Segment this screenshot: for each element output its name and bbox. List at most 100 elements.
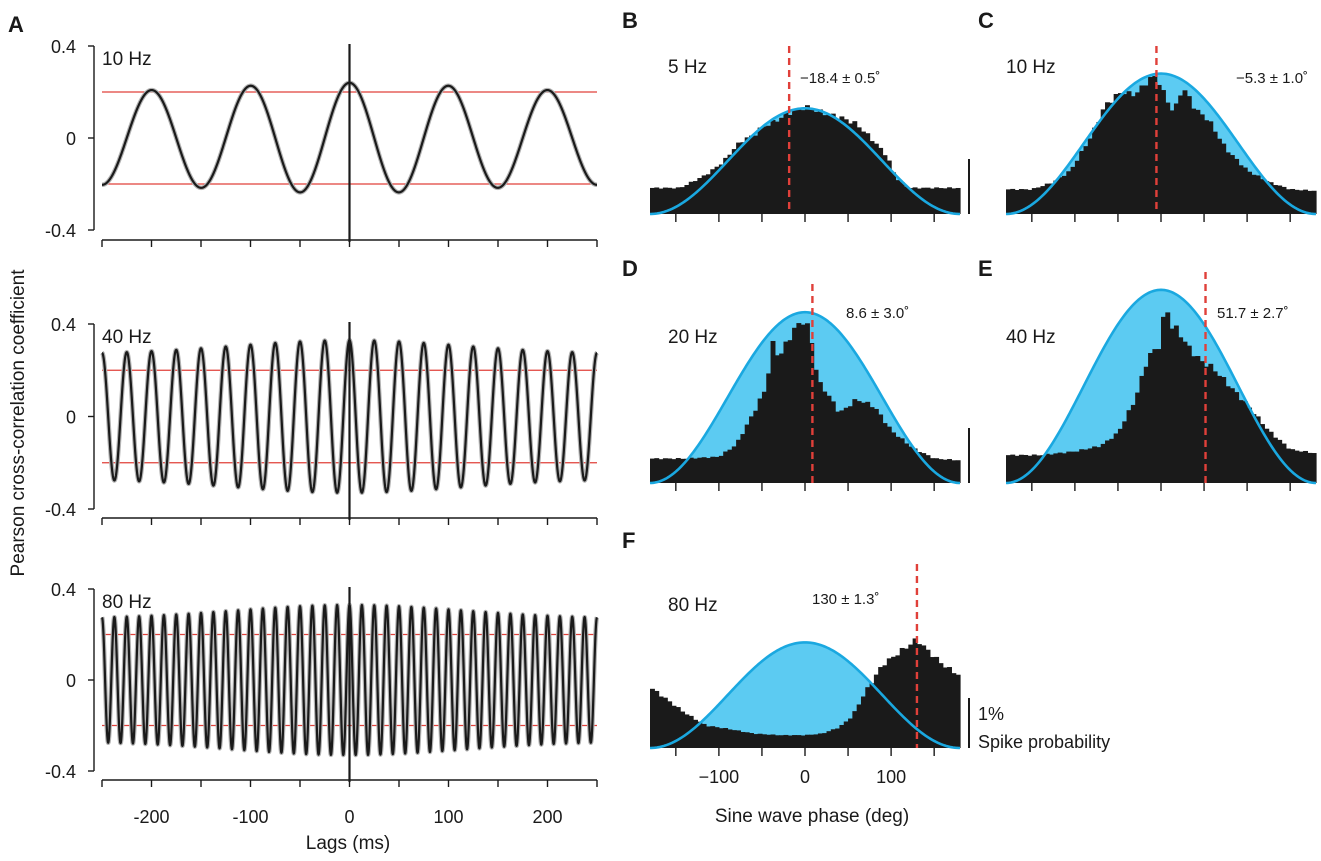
histogram-bar [792, 735, 797, 748]
histogram-bar [783, 734, 789, 748]
histogram-bar [856, 127, 862, 214]
histogram-bar [1143, 366, 1149, 483]
histogram-bar [757, 733, 763, 748]
histogram-bar [744, 424, 750, 483]
histogram-bar [934, 187, 940, 214]
histogram-bar [1173, 103, 1179, 214]
histogram-bar [934, 656, 940, 748]
histogram-bar [667, 701, 673, 748]
histogram-bar [1165, 102, 1171, 214]
histogram-bar [886, 426, 892, 483]
histogram-bar [852, 399, 858, 483]
histogram-bar [705, 726, 711, 748]
sine-fit-line [649, 641, 961, 750]
histogram-bar [1044, 453, 1050, 483]
histogram-bar [1191, 356, 1197, 483]
histogram-bar [714, 166, 720, 214]
histogram-bar [1117, 93, 1123, 214]
histogram-bar [1199, 114, 1205, 214]
histogram-bar [800, 324, 806, 483]
histogram-bar [757, 398, 763, 483]
xcorr-chart-80hz: 0.4 0 -0.4 -200 -100 0 100 200 80 Hz [45, 580, 600, 827]
histogram-bar [1186, 345, 1192, 483]
histogram-bar [1066, 171, 1072, 214]
histogram-bar [1070, 166, 1076, 214]
histogram-bar [1152, 349, 1158, 483]
frequency-label: 10 Hz [102, 49, 152, 70]
histogram-bar [650, 458, 655, 483]
histogram-bar [680, 458, 686, 483]
histogram-bar [1096, 447, 1102, 483]
histogram-bar [671, 188, 677, 214]
histogram-bar [908, 446, 914, 483]
histogram-bar [1294, 189, 1300, 214]
histogram-bar [658, 696, 664, 748]
histogram-bar [929, 657, 935, 748]
histogram-bar [1130, 404, 1136, 483]
histogram-bar [826, 731, 832, 748]
phase-x-axis-label: Sine wave phase (deg) [715, 806, 909, 827]
histogram-bar [1139, 85, 1145, 214]
histogram-bar [1100, 109, 1106, 214]
histogram-bar [1255, 416, 1261, 483]
histogram-bar [710, 726, 716, 748]
histogram-bar [770, 120, 776, 214]
histogram-bar [1229, 388, 1235, 483]
histogram-bar [766, 125, 772, 214]
histogram-bar [1186, 96, 1192, 214]
histogram-bar [1195, 356, 1201, 483]
histogram-bar [693, 458, 698, 483]
histogram-bar [744, 137, 750, 214]
histogram-bar [938, 663, 944, 748]
histogram-bar [916, 188, 922, 214]
histogram-bar [848, 718, 853, 748]
histogram-bar [1130, 96, 1136, 214]
histogram-bar [766, 373, 772, 483]
frequency-label: 80 Hz [668, 595, 718, 616]
histogram-bar [654, 458, 660, 483]
scale-bar-value: 1% [978, 704, 1004, 724]
histogram-bar [1092, 446, 1098, 483]
histogram-bar [761, 734, 767, 748]
histogram-bar [809, 109, 815, 214]
phase-histogram-e: 40 Hz 51.7 ± 2.7˚ [1005, 272, 1317, 491]
histogram-bar [1018, 454, 1024, 483]
histogram-bar [1156, 349, 1162, 483]
y-tick-label: 0 [66, 671, 76, 691]
histogram-bar [1307, 190, 1313, 214]
frequency-label: 40 Hz [1006, 327, 1056, 348]
histogram-bar [1148, 77, 1153, 215]
histogram-bar [1156, 84, 1162, 215]
histogram-bar [951, 673, 957, 748]
histogram-bar [947, 667, 952, 748]
histogram-bar [805, 323, 810, 483]
histogram-bar [1173, 325, 1179, 483]
y-tick-label: 0 [66, 408, 76, 428]
histogram-bar [1057, 177, 1063, 214]
histogram-bar [934, 458, 940, 483]
histogram-bar [658, 459, 664, 483]
histogram-bar [817, 382, 823, 483]
histogram-bar [817, 109, 823, 214]
y-tick-label: 0.4 [51, 315, 76, 335]
histogram-bar [792, 327, 797, 483]
histogram-bar [1057, 452, 1063, 483]
histogram-bar [813, 369, 819, 483]
histogram-bar [770, 340, 776, 483]
histogram-bar [783, 341, 789, 483]
x-tick-label: 100 [433, 807, 463, 827]
histogram-bar [1290, 449, 1296, 483]
histogram-bar [1023, 189, 1029, 214]
histogram-bar [878, 147, 884, 214]
y-tick-label: -0.4 [45, 762, 76, 782]
histogram-bar [830, 113, 836, 214]
histogram-bar [1010, 188, 1016, 214]
xcorr-chart-10hz: 0.4 0 -0.4 10 Hz [45, 37, 599, 247]
histogram-bar [805, 734, 810, 748]
histogram-bar [701, 175, 707, 214]
histogram-bar [774, 735, 780, 748]
histogram-bar [865, 687, 871, 748]
histogram-bar [718, 455, 724, 483]
histogram-bar [796, 735, 802, 748]
